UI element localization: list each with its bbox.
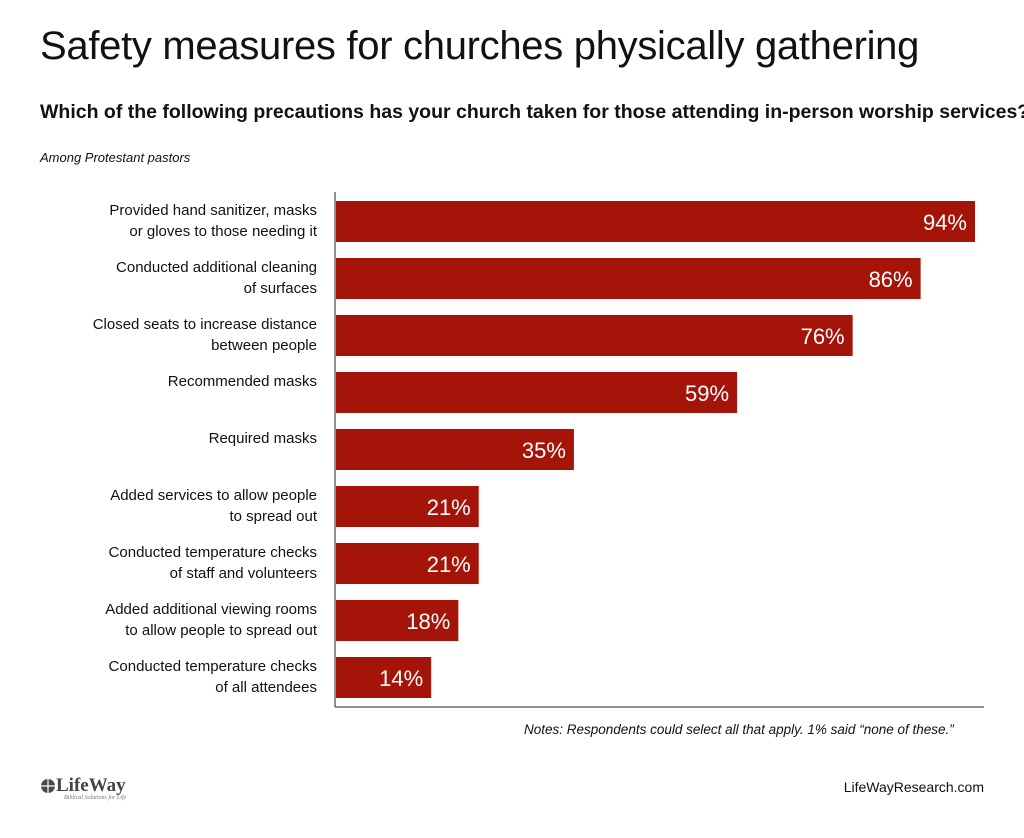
bar (336, 315, 853, 356)
chart-title: Safety measures for churches physically … (40, 24, 920, 68)
bar-value-label: 21% (427, 552, 471, 577)
bar-value-label: 18% (406, 609, 450, 634)
category-label: Added additional viewing rooms to allow p… (105, 601, 318, 639)
category-label: Conducted temperature checks of staff and… (109, 544, 317, 582)
bar (336, 429, 574, 470)
bar (336, 543, 479, 584)
bar-value-label: 94% (923, 210, 967, 235)
bar-value-label: 35% (522, 438, 566, 463)
bar-value-label: 86% (869, 267, 913, 292)
site-url[interactable]: LifeWayResearch.com (843, 779, 984, 795)
category-label: Provided hand sanitizer, masks or gloves … (109, 202, 317, 240)
population-note: Among Protestant pastors (40, 150, 191, 165)
bar (336, 657, 432, 698)
category-label: Conducted temperature checks of all atten… (109, 658, 317, 696)
globe-icon (41, 779, 55, 793)
logo-tagline: Biblical Solutions for Life (64, 795, 127, 801)
bar-value-label: 76% (801, 324, 845, 349)
bar-value-label: 14% (379, 666, 423, 691)
bar (336, 258, 921, 299)
logo-wordmark: LifeWay (56, 775, 126, 796)
category-label: Recommended masks (168, 373, 317, 390)
bar (336, 600, 459, 641)
bar-value-label: 59% (685, 381, 729, 406)
category-label: Conducted additional cleaning of surfaces (116, 259, 317, 297)
category-label: Closed seats to increase distance between… (93, 316, 317, 354)
lifeway-logo: LifeWay Biblical Solutions for Life (40, 775, 140, 805)
bar (336, 201, 975, 242)
bar-value-label: 21% (427, 495, 471, 520)
chart-subtitle: Which of the following precautions has y… (40, 101, 1024, 123)
category-label: Added services to allow people to spread … (110, 487, 318, 525)
bar (336, 486, 479, 527)
footnote: Notes: Respondents could select all that… (524, 722, 954, 737)
category-label: Required masks (209, 430, 317, 447)
bar (336, 372, 738, 413)
